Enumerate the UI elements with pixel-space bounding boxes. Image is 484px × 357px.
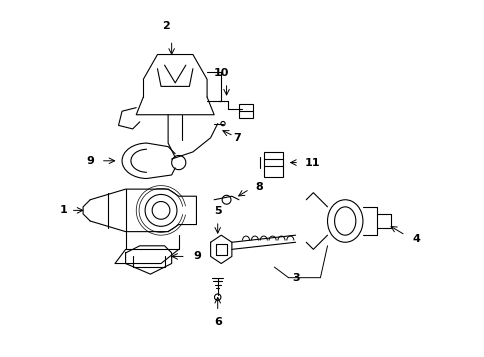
Text: 2: 2	[162, 21, 170, 31]
Text: 4: 4	[412, 234, 420, 244]
Text: 5: 5	[213, 206, 221, 216]
Text: 6: 6	[213, 317, 221, 327]
Text: 1: 1	[60, 205, 67, 215]
Text: 9: 9	[86, 156, 94, 166]
Text: 11: 11	[304, 157, 319, 167]
Text: 9: 9	[193, 251, 200, 261]
Text: 7: 7	[233, 133, 241, 143]
Text: 3: 3	[291, 273, 299, 283]
Text: 8: 8	[255, 182, 262, 192]
Bar	[263, 152, 283, 177]
Bar	[239, 104, 253, 118]
Text: 10: 10	[213, 67, 228, 77]
